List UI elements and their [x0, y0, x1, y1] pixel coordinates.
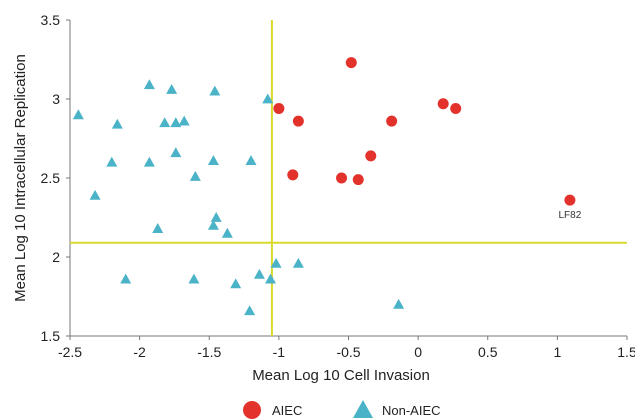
aiec-point: [365, 150, 377, 162]
aiec-point: [345, 57, 357, 69]
non-aiec-point: [207, 155, 219, 166]
x-axis-title: Mean Log 10 Cell Invasion: [252, 367, 430, 384]
aiec-point: [352, 174, 364, 186]
non-aiec-point: [230, 278, 242, 289]
annotations: LF82: [559, 210, 582, 221]
non-aiec-point: [106, 156, 118, 167]
x-tick-label: 0: [414, 344, 422, 360]
y-tick-label: 3: [52, 91, 60, 107]
x-tick-label: -2: [133, 344, 146, 360]
non-aiec-point: [89, 189, 101, 200]
non-aiec-point: [189, 170, 201, 181]
non-aiec-point: [111, 118, 123, 129]
y-axis-title: Mean Log 10 Intracellular Replication: [12, 54, 29, 302]
x-tick-label: 1.5: [617, 344, 635, 360]
y-tick-label: 3.5: [41, 12, 61, 28]
non-aiec-point: [188, 273, 200, 284]
non-aiec-point: [170, 147, 182, 158]
non-aiec-point: [178, 115, 190, 126]
tick-labels: -2.5 -2 -1.5 -1 -0.5 0 0.5 1 1.5 1.5 2 2.5 3 3.5: [41, 12, 635, 360]
aiec-point: [336, 172, 348, 184]
non-aiec-point: [210, 212, 222, 222]
legend-marker-aiec: [243, 401, 261, 419]
non-aiec-point: [166, 84, 178, 94]
legend-label-non-aiec: Non-AIEC: [382, 403, 441, 418]
axes: [66, 19, 628, 340]
non-aiec-point: [221, 227, 233, 238]
legend-label-aiec: AIEC: [272, 403, 302, 418]
x-tick-label: -2.5: [58, 344, 82, 360]
y-tick-label: 2.5: [41, 170, 61, 186]
aiec-point: [287, 169, 299, 181]
aiec-point: [450, 102, 462, 114]
aiec-point: [292, 115, 304, 127]
aiec-point: [437, 98, 449, 110]
non-aiec-point: [120, 273, 132, 284]
non-aiec-point: [292, 257, 304, 268]
data-points: [72, 57, 576, 316]
y-tick-label: 1.5: [41, 328, 61, 344]
non-aiec-point: [72, 109, 84, 120]
y-tick-label: 2: [52, 249, 60, 265]
x-tick-label: 1: [553, 344, 561, 360]
x-tick-label: -0.5: [336, 344, 360, 360]
non-aiec-point: [262, 93, 274, 104]
non-aiec-point: [143, 79, 155, 90]
non-aiec-point: [159, 117, 171, 128]
non-aiec-point: [270, 257, 282, 268]
non-aiec-point: [209, 85, 221, 96]
non-aiec-point: [170, 117, 182, 128]
non-aiec-point: [253, 268, 265, 279]
non-aiec-point: [265, 273, 277, 284]
aiec-point: [564, 194, 576, 206]
non-aiec-point: [152, 223, 164, 233]
x-tick-label: -1.5: [197, 344, 221, 360]
legend: AIEC Non-AIEC: [243, 400, 441, 419]
non-aiec-point: [207, 219, 219, 230]
x-tick-label: 0.5: [478, 344, 498, 360]
non-aiec-point: [143, 156, 155, 167]
legend-marker-non-aiec: [353, 400, 373, 418]
aiec-point: [273, 102, 285, 114]
non-aiec-point: [245, 155, 257, 166]
point-annotation: LF82: [559, 210, 582, 221]
non-aiec-point: [393, 298, 405, 309]
aiec-point: [386, 115, 398, 127]
non-aiec-point: [244, 305, 256, 316]
x-tick-label: -1: [273, 344, 286, 360]
